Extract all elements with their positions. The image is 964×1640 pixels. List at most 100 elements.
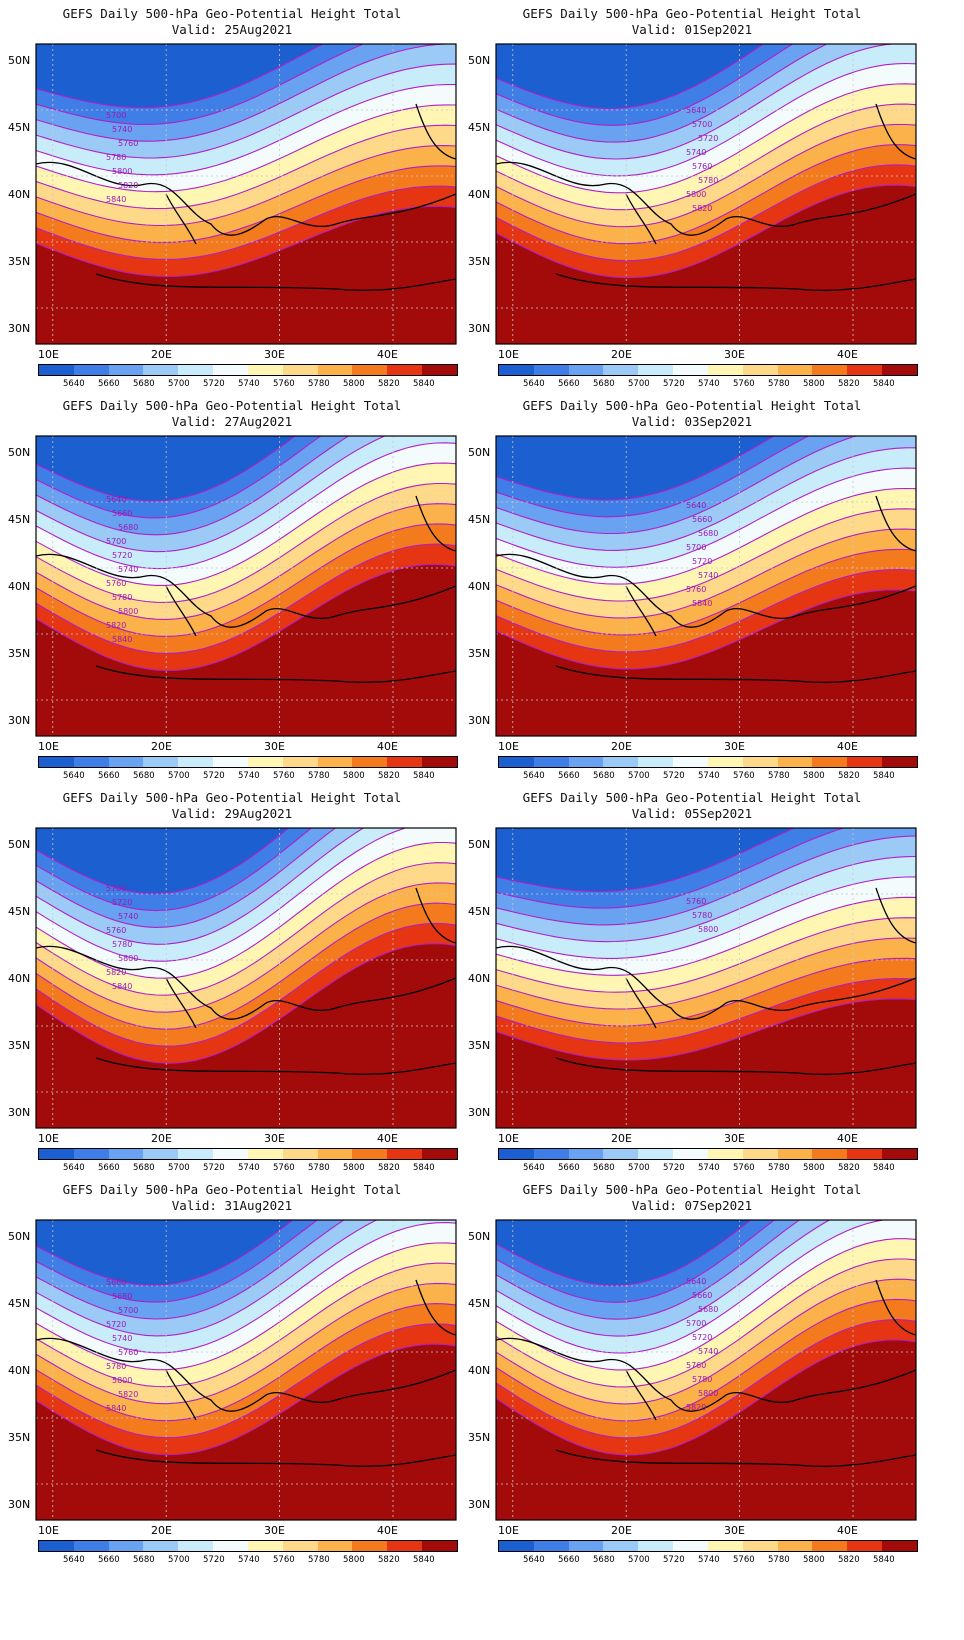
colorbar-label: 5800 <box>803 1163 825 1173</box>
contour-label: 5700 <box>686 1319 706 1328</box>
lon-label: 30E <box>264 348 285 361</box>
coastline <box>496 1279 916 1467</box>
contour-line <box>36 124 456 210</box>
colorbar-label: 5820 <box>378 379 400 389</box>
lat-label: 50N <box>468 446 491 459</box>
lat-label: 35N <box>468 1039 491 1052</box>
lat-label: 40N <box>468 580 491 593</box>
colorbar-label: 5800 <box>803 771 825 781</box>
colorbar-swatch <box>847 757 883 767</box>
colorbar-swatch <box>742 1541 778 1551</box>
colorbar-label: 5780 <box>308 1555 330 1565</box>
lon-label: 40E <box>377 740 398 753</box>
lat-label: 30N <box>468 1498 491 1511</box>
lat-label: 30N <box>8 714 31 727</box>
colorbar-swatch <box>352 365 388 375</box>
lat-label: 35N <box>8 647 31 660</box>
lat-label: 45N <box>468 905 491 918</box>
colorbar-label: 5680 <box>593 1555 615 1565</box>
contour-label: 5800 <box>698 925 718 934</box>
lat-label: 35N <box>8 1431 31 1444</box>
lon-label: 30E <box>724 1132 745 1145</box>
contour-line <box>496 548 916 636</box>
colorbar-swatch <box>282 1149 318 1159</box>
colorbar-label: 5720 <box>203 1555 225 1565</box>
lat-label: 50N <box>8 54 31 67</box>
contour-label: 5680 <box>118 523 138 532</box>
contour-label: 5740 <box>698 1347 718 1356</box>
colorbar-label: 5820 <box>378 1555 400 1565</box>
colorbar-label: 5720 <box>663 1555 685 1565</box>
colorbar-swatch <box>422 757 457 767</box>
colorbar-label: 5660 <box>558 1163 580 1173</box>
lat-label: 35N <box>468 1431 491 1444</box>
contour-line <box>36 462 456 586</box>
lon-label: 10E <box>38 1524 59 1537</box>
colorbar-swatch <box>603 1541 639 1551</box>
colorbar-label: 5720 <box>203 1163 225 1173</box>
contour-label: 5820 <box>106 968 126 977</box>
contour-line <box>496 876 916 959</box>
contour-line <box>36 205 456 278</box>
colorbar-label: 5820 <box>838 1555 860 1565</box>
lon-label: 40E <box>837 348 858 361</box>
contour-label: 5840 <box>112 982 132 991</box>
colorbar-swatch <box>143 757 179 767</box>
colorbar-swatch <box>499 1149 534 1159</box>
colorbar-label: 5840 <box>873 1163 895 1173</box>
colorbar <box>38 364 458 376</box>
colorbar-label: 5740 <box>698 1163 720 1173</box>
contour-label: 5680 <box>112 1292 132 1301</box>
colorbar-swatch <box>247 1541 283 1551</box>
contour-line <box>496 569 916 653</box>
colorbar-label: 5700 <box>168 379 190 389</box>
colorbar-label: 5700 <box>628 1555 650 1565</box>
colorbar-swatch <box>742 1149 778 1159</box>
colorbar-label: 5760 <box>273 1163 295 1173</box>
colorbar-swatch <box>387 757 423 767</box>
colorbar-label: 5720 <box>663 379 685 389</box>
contour-line <box>36 482 456 603</box>
colorbar-label: 5840 <box>413 771 435 781</box>
contour-label: 5660 <box>692 1291 712 1300</box>
colorbar-label: 5700 <box>168 1163 190 1173</box>
lat-label: 50N <box>468 838 491 851</box>
colorbar-label: 5640 <box>63 379 85 389</box>
lon-label: 20E <box>151 1132 172 1145</box>
contour-line <box>496 1220 887 1354</box>
colorbar-swatch <box>73 365 109 375</box>
contour-label: 5760 <box>106 926 126 935</box>
panel-title: GEFS Daily 500-hPa Geo-Potential Height … <box>62 790 402 805</box>
colorbar-swatch <box>282 365 318 375</box>
height-field-map: 5640 5660 5680 5700 5720 5740 5760 5780 5800 5820 <box>495 1219 917 1521</box>
colorbar-label: 5760 <box>733 1163 755 1173</box>
contour-line <box>36 943 456 1064</box>
contour-label: 5740 <box>118 912 138 921</box>
colorbar-swatch <box>777 1149 813 1159</box>
colorbar-swatch <box>422 1541 457 1551</box>
contour-line <box>496 62 916 177</box>
colorbar-swatch <box>108 757 144 767</box>
lon-label: 30E <box>264 740 285 753</box>
colorbar-label: 5680 <box>133 1555 155 1565</box>
lon-label: 20E <box>611 740 632 753</box>
colorbar-swatch <box>317 757 353 767</box>
colorbar-label: 5680 <box>133 379 155 389</box>
contour-line <box>36 442 456 570</box>
contour-line <box>496 957 916 1027</box>
contour-label: 5640 <box>686 501 706 510</box>
colorbar-swatch <box>39 1541 74 1551</box>
contour-line <box>36 922 456 1047</box>
colorbar-swatch <box>568 1541 604 1551</box>
lon-label: 20E <box>611 1132 632 1145</box>
contour-line <box>496 1258 916 1388</box>
contour-line <box>496 896 916 976</box>
colorbar-swatch <box>673 1541 708 1551</box>
contour-label: 5660 <box>106 1278 126 1287</box>
contour-label: 5760 <box>692 162 712 171</box>
colorbar-label: 5780 <box>768 771 790 781</box>
colorbar-swatch <box>742 365 778 375</box>
contour-line <box>36 1262 456 1388</box>
contour-label: 5740 <box>112 1334 132 1343</box>
lon-label: 20E <box>151 740 172 753</box>
